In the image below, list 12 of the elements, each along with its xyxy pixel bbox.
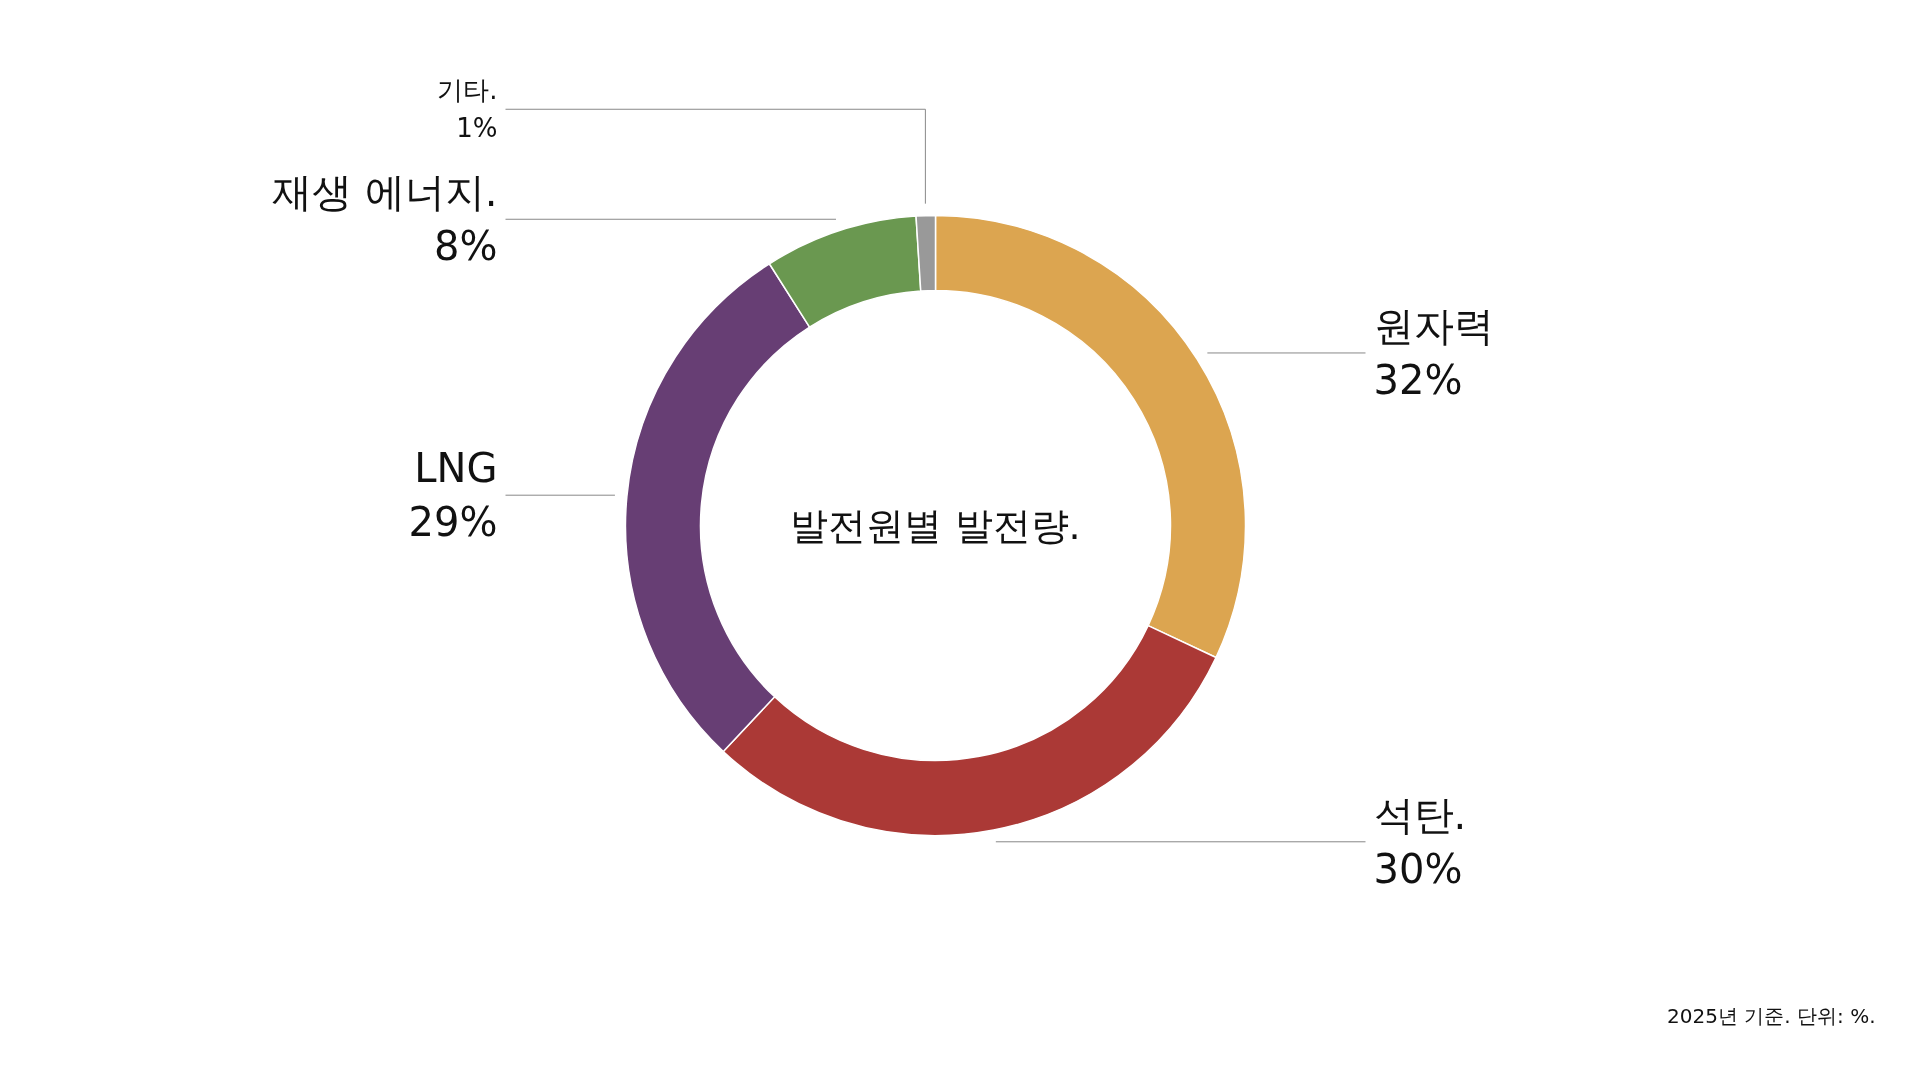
data-label: 29% — [408, 499, 498, 546]
data-label: 1% — [456, 113, 498, 144]
slice-label: 재생 에너지. — [272, 169, 498, 216]
data-label: 8% — [434, 223, 498, 270]
slice-label: 석탄. — [1373, 791, 1467, 838]
data-label: 32% — [1373, 356, 1463, 403]
slice-label: LNG — [414, 445, 498, 492]
slice-label: 원자력 — [1373, 302, 1494, 349]
slice-label: 기타. — [437, 75, 498, 106]
data-label: 30% — [1373, 845, 1463, 892]
text: 2025년 기준. 단위: %. — [1667, 1003, 1876, 1028]
text: 발전원별 발전량. — [790, 503, 1081, 548]
